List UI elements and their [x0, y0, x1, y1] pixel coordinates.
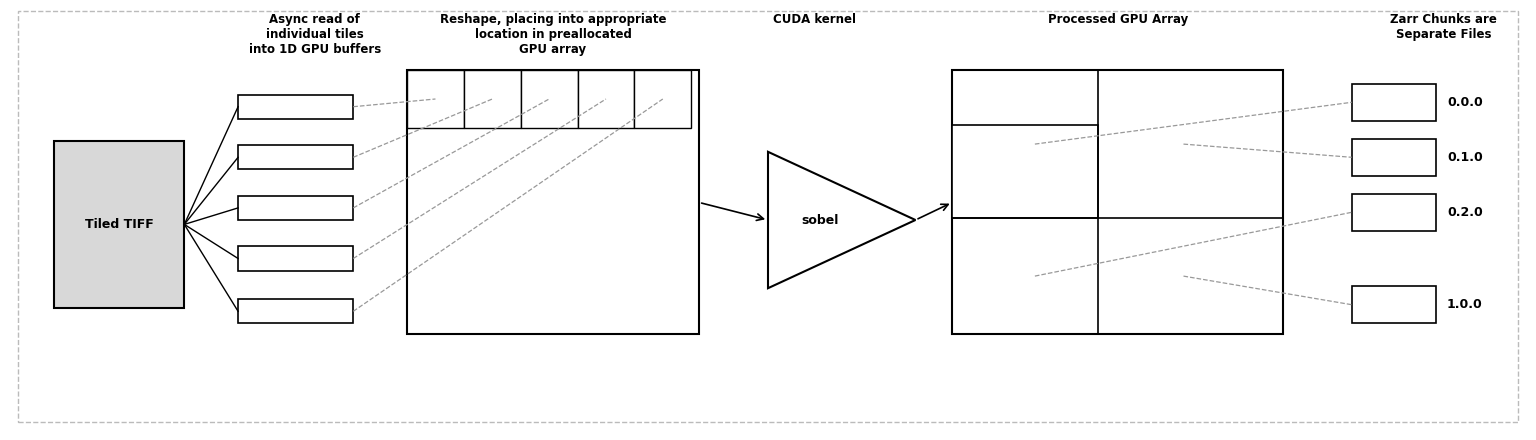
Text: Processed GPU Array: Processed GPU Array [1048, 13, 1189, 26]
Text: Zarr Chunks are
Separate Files: Zarr Chunks are Separate Files [1390, 13, 1498, 41]
Text: 1.0.0: 1.0.0 [1447, 298, 1482, 311]
Bar [952, 125, 1098, 218]
Bar [238, 246, 353, 271]
Bar [952, 70, 1283, 334]
Bar [1352, 194, 1436, 231]
Bar [238, 145, 353, 169]
Text: CUDA kernel: CUDA kernel [773, 13, 856, 26]
Bar [238, 95, 353, 119]
Bar [578, 70, 634, 128]
Text: 0.2.0: 0.2.0 [1447, 206, 1482, 219]
Bar [1352, 84, 1436, 121]
Bar [238, 196, 353, 220]
Text: 0.1.0: 0.1.0 [1447, 151, 1482, 164]
Text: Tiled TIFF: Tiled TIFF [84, 218, 154, 231]
Bar [54, 141, 184, 308]
Bar [238, 299, 353, 323]
Text: 0.0.0: 0.0.0 [1447, 96, 1482, 109]
Bar [1352, 286, 1436, 323]
Text: sobel: sobel [800, 213, 839, 227]
Text: Reshape, placing into appropriate
location in preallocated
GPU array: Reshape, placing into appropriate locati… [439, 13, 667, 56]
Bar [464, 70, 521, 128]
Bar [521, 70, 578, 128]
Bar [1352, 139, 1436, 176]
Text: Async read of
individual tiles
into 1D GPU buffers: Async read of individual tiles into 1D G… [249, 13, 381, 56]
Bar [634, 70, 691, 128]
Bar [407, 70, 464, 128]
Bar [407, 70, 699, 334]
